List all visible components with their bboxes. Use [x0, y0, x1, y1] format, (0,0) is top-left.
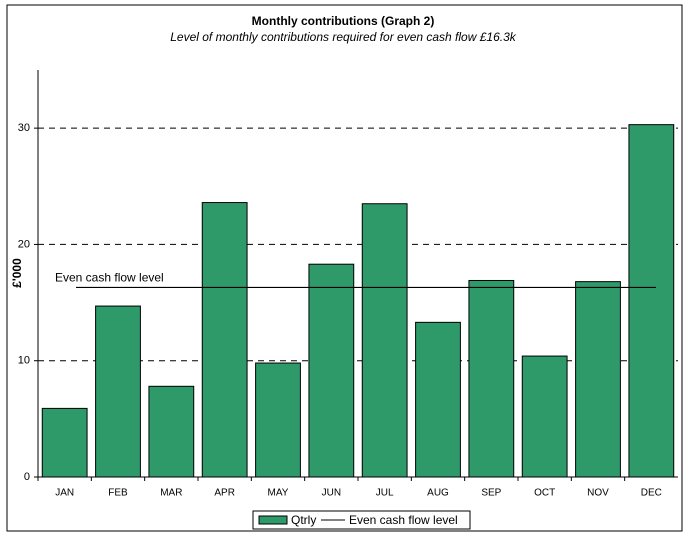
- bar: [95, 305, 141, 478]
- bar: [361, 203, 408, 478]
- x-tick-label: DEC: [641, 488, 662, 499]
- legend-label: Even cash flow level: [349, 513, 458, 527]
- x-tick-label: MAR: [160, 488, 182, 499]
- bar: [575, 281, 621, 478]
- reference-label: Even cash flow level: [55, 271, 164, 285]
- bar: [201, 202, 248, 478]
- x-tick-label: JUN: [322, 488, 341, 499]
- chart-title: Monthly contributions (Graph 2): [252, 14, 435, 28]
- legend-label: Qtrly: [291, 513, 316, 527]
- bar: [628, 124, 675, 478]
- x-tick-label: NOV: [587, 488, 609, 499]
- bar: [468, 279, 515, 478]
- x-tick-label: SEP: [481, 488, 501, 499]
- y-axis-label: £'000: [10, 258, 24, 288]
- y-tick-label: 30: [18, 122, 30, 134]
- x-tick-label: AUG: [427, 488, 449, 499]
- legend-swatch: [258, 515, 288, 525]
- y-tick-label: 20: [18, 238, 30, 250]
- bar: [308, 263, 355, 478]
- x-tick-label: APR: [214, 488, 235, 499]
- y-tick-label: 0: [24, 471, 30, 483]
- legend-box: [252, 510, 471, 530]
- bar: [415, 321, 461, 478]
- bar: [148, 385, 195, 478]
- x-tick-label: JAN: [55, 488, 74, 499]
- x-tick-label: OCT: [534, 488, 555, 499]
- bar: [521, 355, 568, 478]
- x-tick-label: MAY: [268, 488, 289, 499]
- bar: [41, 407, 88, 478]
- x-tick-label: JUL: [376, 488, 394, 499]
- x-tick-label: FEB: [108, 488, 128, 499]
- chart-subtitle: Level of monthly contributions required …: [170, 30, 517, 44]
- bar: [255, 362, 301, 478]
- y-tick-label: 10: [18, 355, 30, 367]
